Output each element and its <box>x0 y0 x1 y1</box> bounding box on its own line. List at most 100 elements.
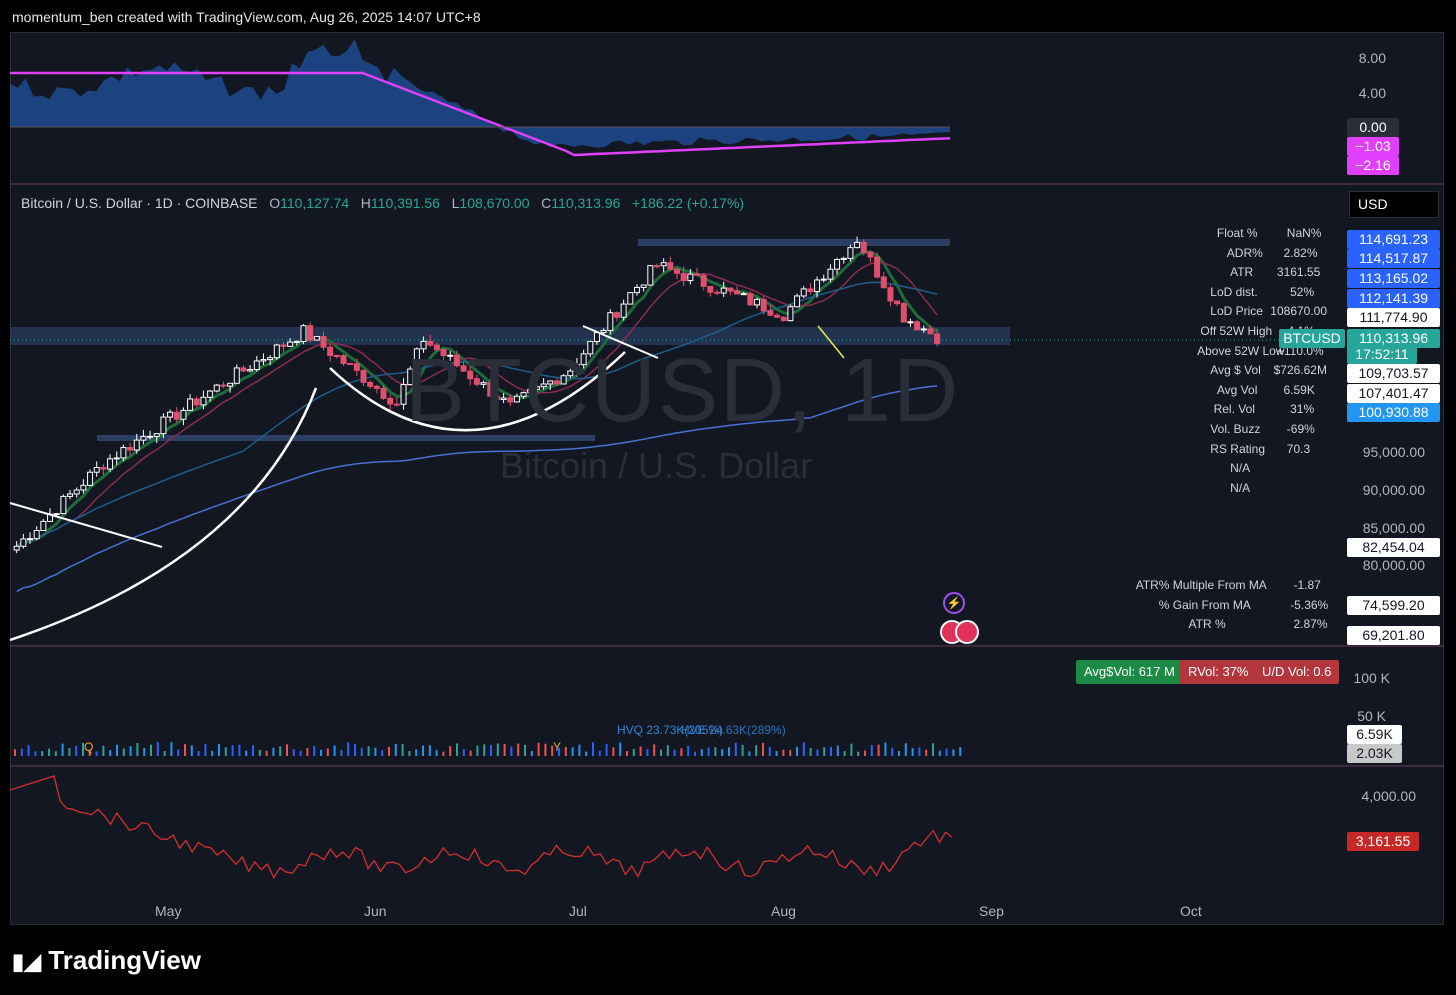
legend-open: 110,127.74 <box>280 195 350 211</box>
candle-body <box>633 286 640 294</box>
rs-ma-line <box>10 71 951 157</box>
volume-bar <box>653 744 656 756</box>
currency-button[interactable]: USD <box>1349 191 1439 218</box>
us-flag-icon-2[interactable] <box>955 620 979 644</box>
volume-bar <box>945 748 948 756</box>
hvq-label-1: HVQ 23.73K(205%) <box>617 723 724 737</box>
candle-body <box>307 325 314 341</box>
volume-bar <box>422 745 424 756</box>
candle-body <box>187 398 194 411</box>
trendline-1 <box>9 502 163 548</box>
candle-body <box>433 344 440 350</box>
volume-bar <box>891 747 894 756</box>
cup-curve <box>329 351 626 432</box>
stat-label: ADR% <box>1226 245 1263 260</box>
candle-body <box>807 288 814 293</box>
candle-body <box>934 333 941 344</box>
stat-label: Vol. Buzz <box>1210 422 1261 436</box>
price-marker-11: 69,201.80 <box>1347 626 1440 645</box>
candle-body <box>720 287 727 294</box>
volume-bar <box>490 745 492 756</box>
hve-label: HVE 24.63K(289%) <box>681 723 786 737</box>
hvq-label: HVQ 23.73K(205%) <box>617 723 723 737</box>
candle-body <box>767 310 774 316</box>
volume-bar <box>483 744 486 756</box>
volume-bar <box>456 743 458 756</box>
price-tick-90000: 90,000.00 <box>1362 482 1425 498</box>
candle-body <box>360 369 367 383</box>
candle-body <box>887 287 894 302</box>
ema-slow-line <box>16 261 938 547</box>
volume-bar <box>272 747 275 756</box>
ma-stat-value: -1.87 <box>1293 578 1321 592</box>
candle-body <box>233 367 240 384</box>
volume-bar <box>904 743 907 756</box>
price-marker-2: 114,517.87 <box>1347 249 1440 268</box>
stat-label: RS Rating <box>1210 441 1265 456</box>
volume-bar <box>354 743 356 756</box>
volume-bar <box>306 748 309 756</box>
volume-bar <box>129 746 132 756</box>
volume-bar <box>245 750 248 756</box>
volume-bars <box>14 742 962 756</box>
support-zone-main <box>10 327 1010 345</box>
candle-body <box>727 287 734 292</box>
volume-bar <box>54 751 57 756</box>
time-aug: Aug <box>771 903 796 919</box>
candle-body <box>754 298 761 306</box>
volume-bar <box>870 745 873 756</box>
candle-body <box>694 273 701 276</box>
volume-bar <box>190 745 193 756</box>
candle-body <box>587 341 594 355</box>
candle-body <box>333 354 340 357</box>
candle-body <box>680 272 687 282</box>
candle-body <box>413 348 420 370</box>
volume-bar <box>469 750 472 756</box>
candle-body <box>520 392 527 397</box>
candle-body <box>927 328 934 335</box>
rs-area <box>10 39 950 148</box>
cup-left-curve <box>9 387 318 642</box>
volume-bar <box>75 745 78 756</box>
candle-body <box>700 274 707 287</box>
chart-panel[interactable] <box>10 32 1444 925</box>
candle-body <box>487 382 494 397</box>
candle-body <box>53 513 60 516</box>
candle-body <box>627 292 634 305</box>
candle-body <box>493 395 500 400</box>
last-price-marker: 110,313.96 <box>1347 329 1440 348</box>
candle-body <box>140 436 147 441</box>
ma-stat-label: ATR% Multiple From MA <box>1135 578 1267 592</box>
candle-body <box>367 381 374 387</box>
tv-logo-icon: ▮◢ <box>12 949 42 974</box>
arrow-annotation <box>817 325 845 359</box>
earnings-mark-q: Q <box>84 740 94 754</box>
volume-bar <box>252 745 254 756</box>
candle-body <box>827 268 834 280</box>
candle-body <box>320 335 327 348</box>
volume-bar <box>666 745 669 756</box>
candle-body <box>373 385 380 389</box>
candle-body <box>794 295 801 308</box>
volume-bar <box>687 745 690 756</box>
watermark-symbol: BTCUSD, 1D <box>405 341 961 441</box>
lightning-icon[interactable]: ⚡ <box>943 592 965 614</box>
volume-bar <box>571 747 574 756</box>
candle-body <box>267 357 274 361</box>
volume-bar <box>598 750 601 756</box>
candle-body <box>854 241 861 249</box>
vol-marker-avg: 6.59K <box>1347 725 1402 744</box>
volume-bar <box>592 742 594 756</box>
volume-bar <box>796 746 798 756</box>
price-marker-5: 111,774.90 <box>1347 308 1440 327</box>
candle-body <box>533 386 540 390</box>
volume-bar <box>224 747 227 756</box>
volume-bar <box>517 743 520 756</box>
volume-bar <box>116 744 118 756</box>
volume-bar <box>143 748 146 756</box>
vol-tick-100k: 100 K <box>1353 670 1390 686</box>
stat-value: $726.62M <box>1273 363 1327 378</box>
candle-body <box>400 384 407 405</box>
candle-body <box>573 364 580 372</box>
